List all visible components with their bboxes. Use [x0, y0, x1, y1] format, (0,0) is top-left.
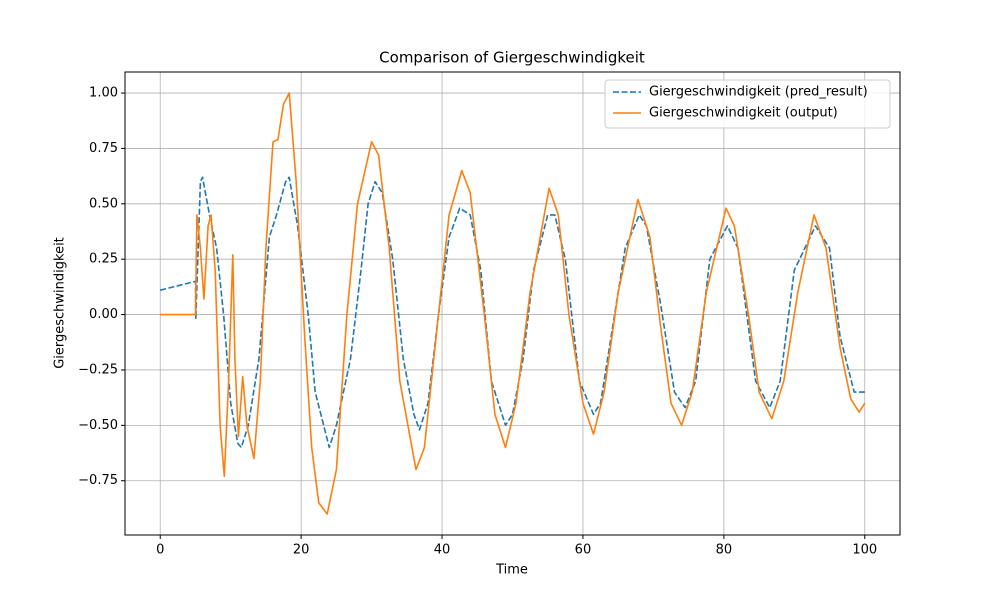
- chart-title: Comparison of Giergeschwindigkeit: [379, 49, 645, 67]
- x-tick-label: 80: [716, 543, 733, 558]
- y-tick-label: −0.75: [78, 473, 118, 488]
- x-axis-label: Time: [495, 563, 528, 578]
- x-tick-label: 0: [156, 543, 164, 558]
- legend-box: [604, 79, 891, 129]
- y-tick-label: −0.50: [78, 418, 118, 433]
- legend-label: Giergeschwindigkeit (output): [649, 106, 838, 121]
- x-tick-label: 60: [575, 543, 592, 558]
- y-axis-label: Giergeschwindigkeit: [53, 237, 68, 369]
- y-tick-label: 0.00: [89, 307, 118, 322]
- x-tick-label: 40: [434, 543, 451, 558]
- y-tick-label: 0.50: [89, 196, 118, 211]
- x-tick-label: 100: [852, 543, 877, 558]
- plot-frame: [124, 71, 901, 536]
- y-tick-label: 1.00: [89, 86, 118, 101]
- x-tick-label: 20: [293, 543, 310, 558]
- line-series: [160, 176, 865, 449]
- legend-label: Giergeschwindigkeit (pred_result): [649, 85, 868, 100]
- line-series: [160, 92, 866, 515]
- y-tick-label: −0.25: [78, 362, 118, 377]
- y-tick-label: 0.75: [89, 141, 118, 156]
- y-tick-label: 0.25: [89, 252, 118, 267]
- legend: Giergeschwindigkeit (pred_result) Gierges…: [604, 79, 891, 129]
